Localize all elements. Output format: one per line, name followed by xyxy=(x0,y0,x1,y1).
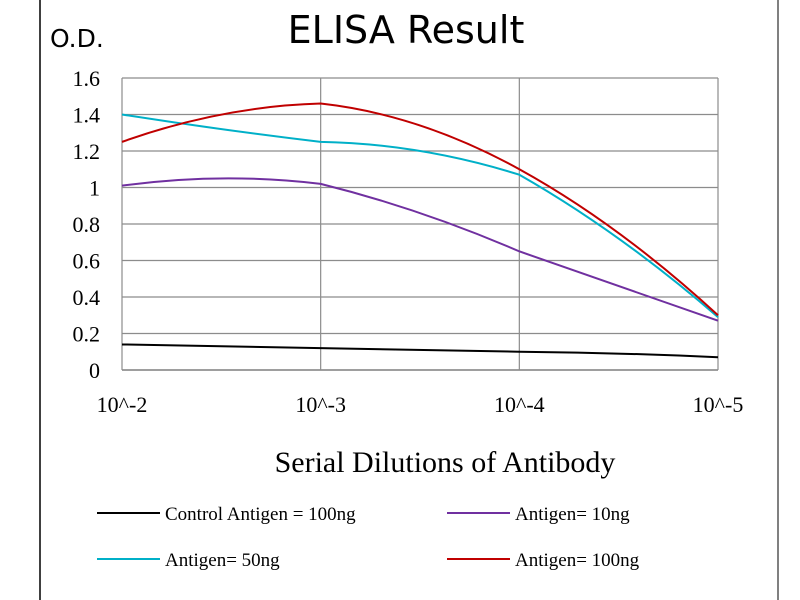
legend-label-4: Antigen= 100ng xyxy=(515,550,640,571)
y-tick-label: 0.6 xyxy=(73,249,101,274)
x-tick-label: 10^-2 xyxy=(97,392,148,417)
x-tick-labels: 10^-2 10^-3 10^-4 10^-5 xyxy=(97,392,744,417)
legend-label-1: Control Antigen = 100ng xyxy=(165,504,356,525)
y-tick-label: 0.4 xyxy=(73,285,101,310)
series-line-4 xyxy=(121,102,719,316)
series-line-2 xyxy=(121,177,719,322)
y-tick-label: 0.2 xyxy=(73,322,101,347)
chart-title: ELISA Result xyxy=(288,8,525,52)
legend-label-3: Antigen= 50ng xyxy=(165,550,280,571)
series-line-1 xyxy=(121,343,719,359)
y-tick-label: 0 xyxy=(89,358,100,383)
x-tick-label: 10^-4 xyxy=(494,392,545,417)
x-axis-label: Serial Dilutions of Antibody xyxy=(275,446,616,479)
series-line-3 xyxy=(121,113,719,318)
series-lines xyxy=(121,102,719,359)
y-tick-label: 1 xyxy=(89,176,100,201)
y-tick-label: 1.2 xyxy=(73,139,101,164)
y-tick-label: 1.4 xyxy=(73,103,101,128)
x-tick-label: 10^-5 xyxy=(693,392,744,417)
y-tick-label: 1.6 xyxy=(73,66,101,91)
x-tick-label: 10^-3 xyxy=(295,392,346,417)
legend-label-2: Antigen= 10ng xyxy=(515,504,630,525)
y-axis-label: O.D. xyxy=(50,24,104,53)
y-tick-labels: 0 0.2 0.4 0.6 0.8 1 1.2 1.4 1.6 xyxy=(73,66,101,383)
gridlines xyxy=(121,77,719,371)
y-tick-label: 0.8 xyxy=(73,212,101,237)
legend: Control Antigen = 100ng Antigen= 10ng Anti… xyxy=(97,504,640,571)
